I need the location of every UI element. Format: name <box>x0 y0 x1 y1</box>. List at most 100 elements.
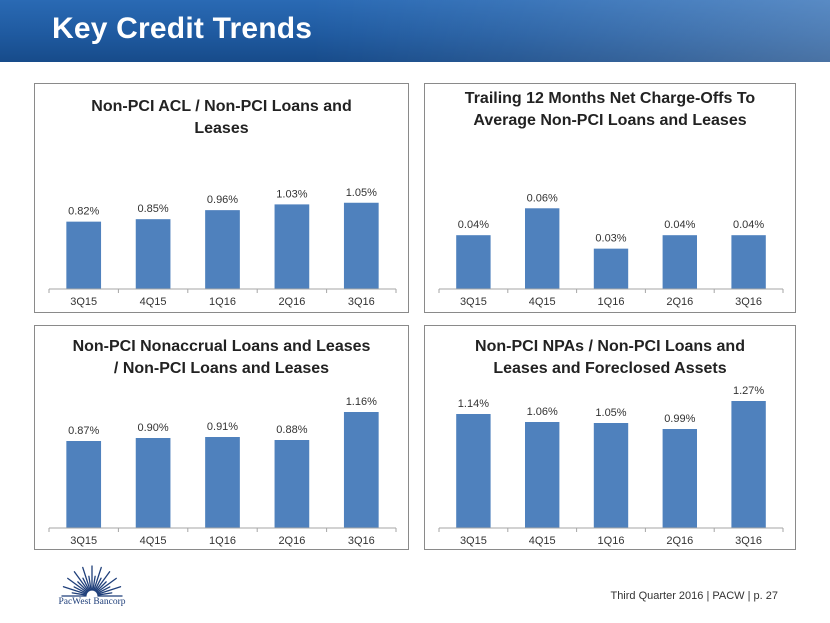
logo-ray <box>62 586 87 595</box>
bar <box>135 219 171 289</box>
x-tick-label: 3Q16 <box>735 535 762 547</box>
logo-ray <box>96 586 111 594</box>
bar <box>662 235 697 289</box>
chart-title-line: Trailing 12 Months Net Charge-Offs To <box>464 90 756 107</box>
bar <box>525 422 560 528</box>
logo-ray <box>77 581 89 593</box>
bar <box>593 248 629 289</box>
data-label: 0.04% <box>733 219 764 231</box>
data-label: 1.14% <box>458 398 489 410</box>
logo-ray <box>97 586 122 595</box>
chart-title-line: Leases and Foreclosed Assets <box>493 360 727 377</box>
chart-title: Trailing 12 Months Net Charge-Offs To Av… <box>425 88 795 132</box>
footer-page-info: Third Quarter 2016 | PACW | p. 27 <box>610 590 778 602</box>
data-label: 1.05% <box>346 187 377 199</box>
x-tick-label: 1Q16 <box>209 535 236 547</box>
logo-text: PacWest Bancorp <box>58 597 126 607</box>
logo-ray <box>88 575 92 591</box>
bar <box>66 441 102 528</box>
logo-ray <box>96 577 117 594</box>
bar <box>274 204 310 289</box>
bar <box>135 438 171 528</box>
x-tick-label: 4Q15 <box>140 296 167 308</box>
x-tick-label: 4Q15 <box>140 535 167 547</box>
data-label: 1.16% <box>346 396 377 408</box>
chart-title-line: Average Non-PCI Loans and Leases <box>473 112 747 129</box>
bar <box>525 208 560 289</box>
data-label: 0.85% <box>137 203 168 215</box>
data-label: 0.99% <box>664 413 695 425</box>
data-label: 0.03% <box>595 233 626 245</box>
logo-ray <box>82 577 90 592</box>
bar <box>66 221 102 289</box>
logo-ray <box>97 592 113 596</box>
data-label: 0.88% <box>276 424 307 436</box>
bar <box>593 423 629 528</box>
chart-title: Non-PCI Nonaccrual Loans and Leases / No… <box>35 336 408 380</box>
x-tick-label: 3Q16 <box>348 296 375 308</box>
data-label: 1.05% <box>595 407 626 419</box>
logo-ray <box>71 592 87 596</box>
bar <box>343 202 379 289</box>
starburst-logo-icon <box>61 565 123 597</box>
bar <box>456 235 491 289</box>
logo-ray <box>93 566 102 591</box>
chart-title-line: Non-PCI NPAs / Non-PCI Loans and <box>475 338 745 355</box>
x-tick-label: 2Q16 <box>278 296 305 308</box>
x-tick-label: 2Q16 <box>666 296 693 308</box>
logo-ray <box>67 577 88 594</box>
data-label: 0.90% <box>137 422 168 434</box>
banner-gradient <box>310 0 830 62</box>
x-tick-label: 1Q16 <box>598 535 625 547</box>
data-label: 0.91% <box>207 421 238 433</box>
chart-title-line: / Non-PCI Loans and Leases <box>113 360 330 377</box>
chart-title: Non-PCI ACL / Non-PCI Loans and Leases <box>35 96 408 140</box>
x-tick-label: 1Q16 <box>209 296 236 308</box>
x-tick-label: 1Q16 <box>598 296 625 308</box>
bar <box>343 412 379 528</box>
data-label: 0.06% <box>527 192 558 204</box>
chart-plot: 0.82% 3Q15 0.85% 4Q15 0.96% 1Q16 1.03% 2Q16 1.05… <box>48 187 397 308</box>
data-label: 0.04% <box>664 219 695 231</box>
x-tick-label: 3Q15 <box>70 296 97 308</box>
company-logo: PacWest Bancorp <box>52 562 132 610</box>
logo-ray <box>73 571 90 592</box>
data-label: 1.27% <box>733 385 764 397</box>
data-label: 0.87% <box>68 425 99 437</box>
logo-ray <box>94 577 102 592</box>
logo-ray <box>73 586 88 594</box>
chart-plot: 1.14% 3Q15 1.06% 4Q15 1.05% 1Q16 0.99% 2Q16 1.27… <box>438 385 784 547</box>
x-tick-label: 3Q15 <box>460 296 487 308</box>
chart-plot: 0.04% 3Q15 0.06% 4Q15 0.03% 1Q16 0.04% 2Q16 0.04… <box>438 192 784 308</box>
logo-ray <box>92 575 96 591</box>
data-label: 0.96% <box>207 194 238 206</box>
bar <box>205 210 240 289</box>
slide-title: Key Credit Trends <box>52 12 313 45</box>
x-tick-label: 2Q16 <box>278 535 305 547</box>
bar <box>662 429 697 528</box>
logo-ray <box>94 571 111 592</box>
chart-net-charge-offs: 0.04% 3Q15 0.06% 4Q15 0.03% 1Q16 0.04% 2Q16 0.04… <box>424 83 796 313</box>
bar <box>456 414 491 528</box>
chart-nonaccrual-ratio: 0.87% 3Q15 0.90% 4Q15 0.91% 1Q16 0.88% 2Q16 1.16… <box>34 325 409 550</box>
chart-title-line: Leases <box>194 120 249 137</box>
chart-acl-ratio: 0.82% 3Q15 0.85% 4Q15 0.96% 1Q16 1.03% 2Q16 1.05… <box>34 83 409 313</box>
data-label: 1.06% <box>527 406 558 418</box>
x-tick-label: 3Q16 <box>735 296 762 308</box>
chart-title: Non-PCI NPAs / Non-PCI Loans and Leases … <box>425 336 795 380</box>
chart-npa-ratio: 1.14% 3Q15 1.06% 4Q15 1.05% 1Q16 0.99% 2Q16 1.27… <box>424 325 796 550</box>
bar <box>731 235 766 289</box>
data-label: 0.04% <box>458 219 489 231</box>
x-tick-label: 3Q15 <box>460 535 487 547</box>
chart-title-line: Non-PCI Nonaccrual Loans and Leases <box>72 338 371 355</box>
chart-title-line: Non-PCI ACL / Non-PCI Loans and <box>91 98 352 115</box>
x-tick-label: 3Q15 <box>70 535 97 547</box>
data-label: 0.82% <box>68 206 99 218</box>
logo-ray <box>82 566 91 591</box>
x-tick-label: 2Q16 <box>666 535 693 547</box>
bar <box>205 437 240 528</box>
x-tick-label: 3Q16 <box>348 535 375 547</box>
logo-ray <box>95 581 107 593</box>
x-tick-label: 4Q15 <box>529 296 556 308</box>
x-tick-label: 4Q15 <box>529 535 556 547</box>
